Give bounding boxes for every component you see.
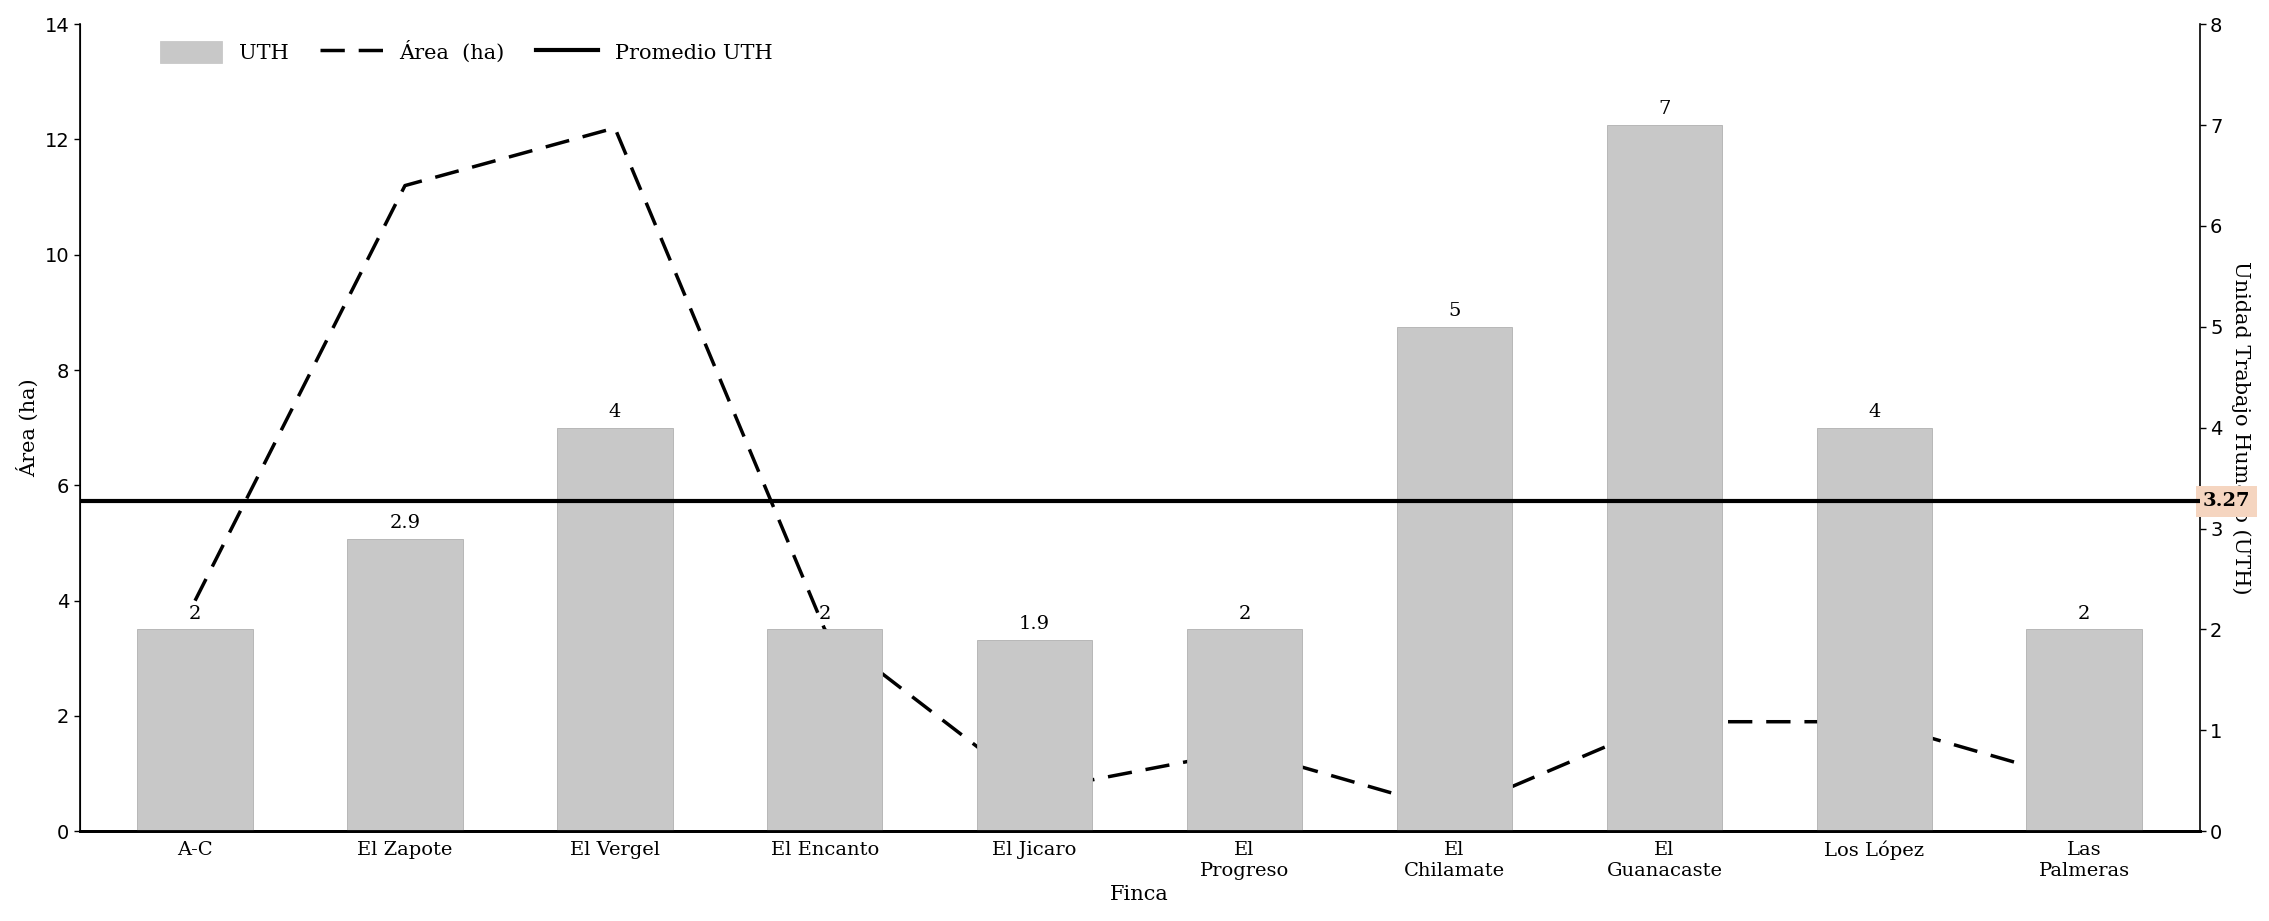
Text: 3.27: 3.27 <box>2203 493 2251 510</box>
Text: 2: 2 <box>819 604 830 623</box>
Text: 1.9: 1.9 <box>1019 614 1051 633</box>
Text: 2: 2 <box>188 604 202 623</box>
Text: 4: 4 <box>608 402 622 421</box>
X-axis label: Finca: Finca <box>1110 885 1169 904</box>
Text: 2: 2 <box>1239 604 1250 623</box>
Text: 5: 5 <box>1448 302 1461 320</box>
Y-axis label: Unidad Trabajo Humano (UTH): Unidad Trabajo Humano (UTH) <box>2230 261 2251 594</box>
Text: 7: 7 <box>1659 100 1670 118</box>
Bar <box>1606 125 1722 832</box>
Text: 4: 4 <box>1867 402 1881 421</box>
Bar <box>1817 427 1931 832</box>
Legend: UTH, Área  (ha), Promedio UTH: UTH, Área (ha), Promedio UTH <box>154 35 778 69</box>
Y-axis label: Área (ha): Área (ha) <box>16 379 39 477</box>
Text: 2.9: 2.9 <box>390 514 420 531</box>
Bar <box>558 427 672 832</box>
Bar <box>1187 629 1302 832</box>
Bar <box>347 539 463 832</box>
Bar <box>978 639 1091 832</box>
Bar <box>138 629 252 832</box>
Bar <box>2026 629 2142 832</box>
Bar <box>1398 327 1511 832</box>
Bar <box>767 629 883 832</box>
Text: 2: 2 <box>2078 604 2090 623</box>
